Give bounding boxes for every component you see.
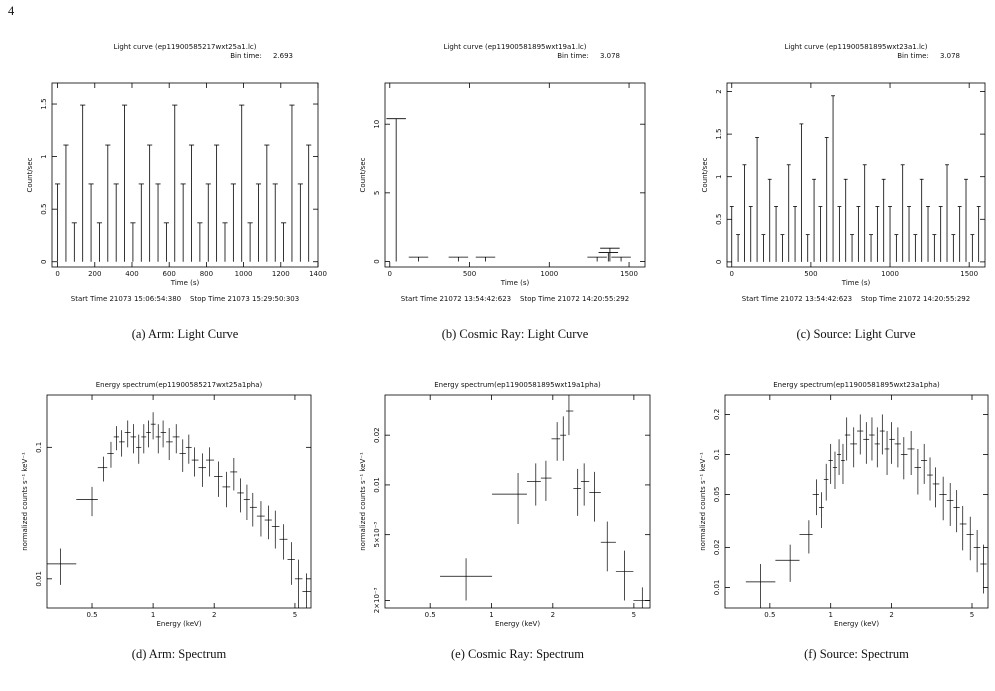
x-tick-label: 500 [804,270,817,278]
caption: (d) Arm: Spectrum [132,647,227,661]
y-tick-label: 0 [40,260,48,264]
caption: (a) Arm: Light Curve [132,327,239,341]
x-axis-label: Time (s) [170,279,200,287]
y-axis-label: Count/sec [359,157,367,192]
y-tick-label: 0.01 [713,580,721,596]
x-tick-label: 2 [889,611,893,619]
y-axis-label: Count/sec [26,157,34,192]
y-tick-label: 0.01 [35,571,43,587]
y-axis-label: normalized counts s⁻¹ keV⁻¹ [359,452,367,551]
x-tick-label: 400 [125,270,138,278]
x-tick-label: 1400 [309,270,327,278]
x-axis-label: Energy (keV) [495,620,540,628]
x-tick-label: 800 [200,270,213,278]
y-tick-label: 5 [373,191,381,195]
y-tick-label: 0.2 [713,409,721,420]
x-tick-label: 1 [828,611,832,619]
y-tick-label: 0.5 [715,214,723,225]
x-tick-label: 5 [970,611,974,619]
x-tick-label: 600 [163,270,176,278]
x-tick-label: 1000 [540,270,558,278]
x-tick-label: 1500 [620,270,638,278]
x-tick-label: 5 [632,611,636,619]
time-range: Start Time 21073 15:06:54:380 Stop Time … [71,295,299,303]
x-tick-label: 0 [55,270,59,278]
y-tick-label: 1.5 [40,98,48,109]
y-tick-label: 0.1 [713,449,721,460]
x-tick-label: 0.5 [425,611,436,619]
x-tick-label: 1000 [881,270,899,278]
bin-time: Bin time: 3.078 [897,52,960,60]
chart-title: Light curve (ep11900581895wxt23a1.lc) [784,43,927,51]
caption: (b) Cosmic Ray: Light Curve [442,327,589,341]
x-tick-label: 1 [151,611,155,619]
y-tick-label: 0.05 [713,487,721,503]
plot-frame [726,82,986,268]
y-axis-label: normalized counts s⁻¹ keV⁻¹ [699,452,707,551]
chart-title: Light curve (ep11900585217wxt25a1.lc) [113,43,256,51]
x-tick-label: 2 [212,611,216,619]
y-tick-label: 1.5 [715,129,723,140]
time-range: Start Time 21072 13:54:42:623 Stop Time … [742,295,970,303]
plot-frame [384,394,651,609]
plot-frame [51,82,319,268]
y-tick-label: 0.02 [713,540,721,556]
plot-frame [46,394,312,609]
bin-time: Bin time: 2.693 [230,52,293,60]
y-tick-label: 0.5 [40,204,48,215]
x-tick-label: 1 [489,611,493,619]
plot-frame [724,394,989,609]
y-axis-label: Count/sec [701,157,709,192]
caption: (f) Source: Spectrum [804,647,909,661]
x-tick-label: 200 [88,270,101,278]
x-axis-label: Energy (keV) [834,620,879,628]
x-tick-label: 1500 [960,270,978,278]
y-tick-label: 0.02 [373,427,381,443]
x-tick-label: 0 [730,270,734,278]
x-tick-label: 5 [293,611,297,619]
bin-time: Bin time: 3.078 [557,52,620,60]
y-tick-label: 2×10⁻³ [373,587,381,613]
chart-title: Energy spectrum(ep11900581895wxt23a1pha) [773,381,940,389]
plot-frame [384,82,646,268]
y-tick-label: 2 [715,89,723,93]
page-number: 4 [8,4,15,18]
y-tick-label: 0.1 [35,442,43,453]
y-tick-label: 0 [715,260,723,264]
x-tick-label: 1000 [235,270,253,278]
y-tick-label: 0 [373,259,381,263]
x-axis-label: Energy (keV) [156,620,201,628]
time-range: Start Time 21072 13:54:42:623 Stop Time … [401,295,629,303]
x-tick-label: 0 [388,270,392,278]
y-tick-label: 1 [40,154,48,158]
y-tick-label: 10 [373,120,381,129]
y-tick-label: 0.01 [373,477,381,493]
caption: (e) Cosmic Ray: Spectrum [451,647,584,661]
caption: (c) Source: Light Curve [796,327,916,341]
x-tick-label: 0.5 [764,611,775,619]
y-axis-label: normalized counts s⁻¹ keV⁻¹ [21,452,29,551]
x-axis-label: Time (s) [841,279,871,287]
x-axis-label: Time (s) [500,279,530,287]
x-tick-label: 500 [463,270,476,278]
y-tick-label: 1 [715,174,723,178]
chart-title: Light curve (ep11900581895wxt19a1.lc) [443,43,586,51]
x-tick-label: 0.5 [86,611,97,619]
chart-title: Energy spectrum(ep11900585217wxt25a1pha) [96,381,263,389]
x-tick-label: 1200 [272,270,290,278]
y-tick-label: 5×10⁻³ [373,522,381,548]
x-tick-label: 2 [551,611,555,619]
chart-title: Energy spectrum(ep11900581895wxt19a1pha) [434,381,601,389]
